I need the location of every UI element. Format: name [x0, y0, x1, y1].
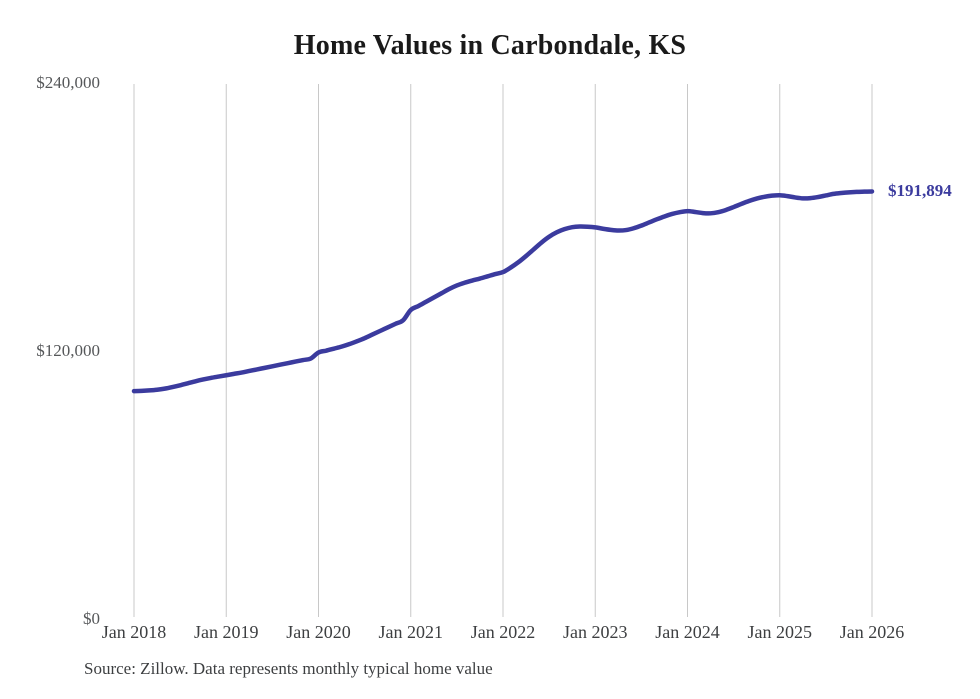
value-line-series [131, 189, 875, 394]
gridlines-group [133, 84, 873, 617]
x-axis-tick-label: Jan 2018 [101, 622, 167, 642]
end-value-label: $191,894 [888, 181, 952, 201]
x-axis-tick-label: Jan 2025 [747, 622, 813, 642]
chart-title: Home Values in Carbondale, KS [293, 30, 687, 61]
x-axis-tick-label: Jan 2024 [655, 622, 720, 642]
x-axis-tick-label: Jan 2021 [378, 622, 444, 642]
y-axis-tick-label: $240,000 [36, 73, 100, 92]
x-axis-tick-label: Jan 2019 [194, 622, 259, 642]
y-axis-tick-label: $120,000 [36, 341, 100, 360]
x-axis-tick-label: Jan 2020 [286, 622, 351, 642]
x-axis-tick-label: Jan 2022 [470, 622, 536, 642]
x-axis-tick-label: Jan 2023 [563, 622, 628, 642]
y-axis-tick-label: $0 [83, 609, 100, 628]
x-axis-tick-label: Jan 2026 [839, 622, 905, 642]
source-note: Source: Zillow. Data represents monthly … [84, 659, 493, 678]
